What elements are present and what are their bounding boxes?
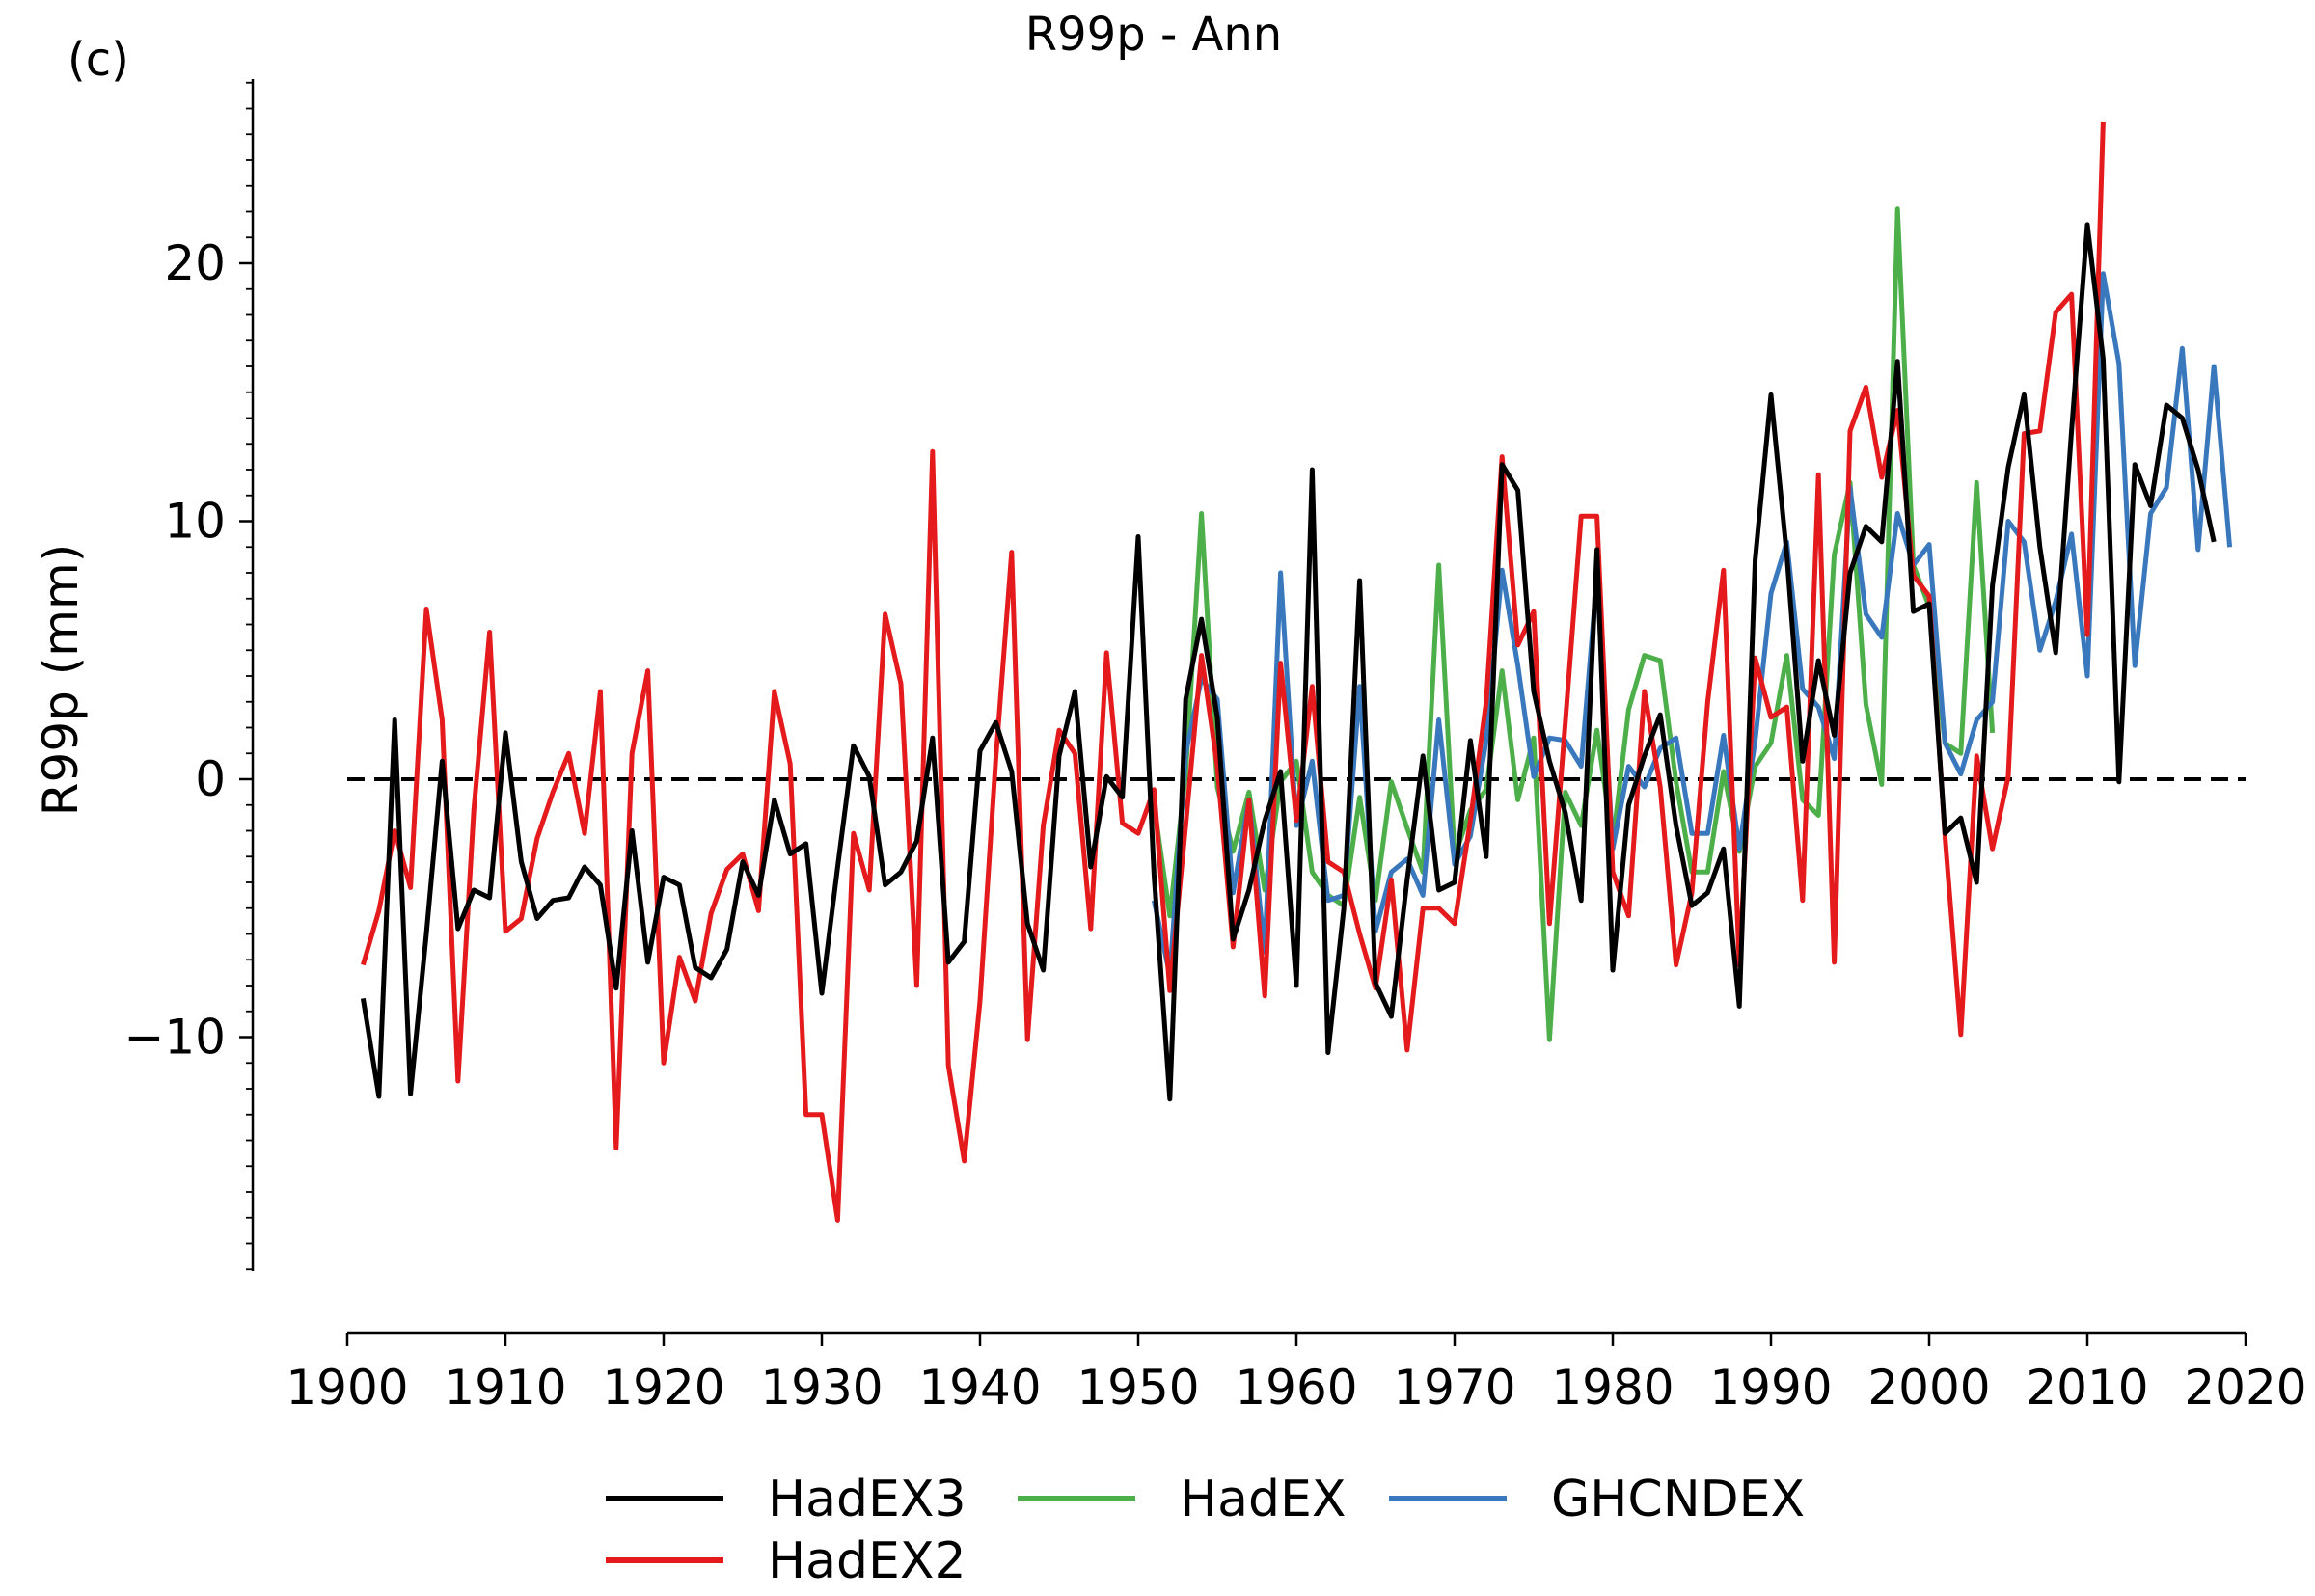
x-tick-label: 1900 bbox=[286, 1360, 408, 1416]
x-tick-label: 2020 bbox=[2184, 1360, 2306, 1416]
legend-label: HadEX3 bbox=[768, 1471, 967, 1528]
x-tick-label: 1940 bbox=[918, 1360, 1041, 1416]
y-axis-label: R99p (mm) bbox=[33, 544, 89, 816]
panel-label: (c) bbox=[68, 33, 129, 87]
legend-item-ghcndex: GHCNDEX bbox=[1389, 1471, 1805, 1528]
y-tick-label: 20 bbox=[164, 235, 226, 291]
chart-title: R99p - Ann bbox=[1025, 8, 1282, 62]
series-line-hadex2 bbox=[361, 121, 2106, 1223]
y-tick-label: −10 bbox=[123, 1010, 226, 1066]
y-tick-label: 10 bbox=[164, 494, 226, 550]
x-tick-label: 2010 bbox=[2026, 1360, 2148, 1416]
y-tick-label: 0 bbox=[195, 751, 226, 807]
legend-label: HadEX2 bbox=[768, 1532, 967, 1590]
legend-item-hadex3: HadEX3 bbox=[606, 1471, 967, 1528]
x-tick-label: 1960 bbox=[1235, 1360, 1357, 1416]
x-tick-label: 1910 bbox=[444, 1360, 566, 1416]
legend-item-hadex2: HadEX2 bbox=[606, 1532, 967, 1590]
y-axis: −10 0 10 20 bbox=[123, 79, 255, 1271]
x-tick-label: 2000 bbox=[1867, 1360, 1990, 1416]
series-line-hadex3 bbox=[360, 222, 2217, 1102]
x-tick-label: 1990 bbox=[1709, 1360, 1832, 1416]
x-tick-label: 1980 bbox=[1551, 1360, 1674, 1416]
x-tick-label: 1930 bbox=[760, 1360, 883, 1416]
x-tick-label: 1970 bbox=[1393, 1360, 1515, 1416]
x-tick-label: 1950 bbox=[1076, 1360, 1199, 1416]
legend-item-hadex: HadEX bbox=[1018, 1471, 1346, 1528]
legend-label: HadEX bbox=[1180, 1471, 1346, 1528]
legend-label: GHCNDEX bbox=[1551, 1471, 1805, 1528]
x-axis: 1900 1910 1920 1930 1940 1950 1960 1970 1980 1990… bbox=[286, 1331, 2307, 1416]
series-lines bbox=[360, 121, 2233, 1223]
x-tick-label: 1920 bbox=[602, 1360, 724, 1416]
